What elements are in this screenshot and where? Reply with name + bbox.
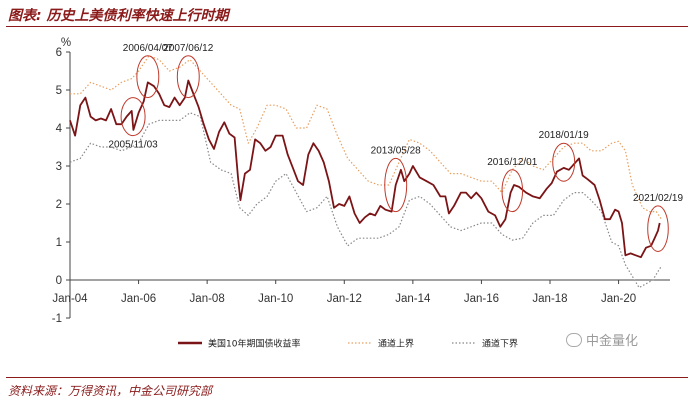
y-tick-label: -1 bbox=[52, 313, 62, 325]
highlight-circle bbox=[647, 205, 669, 252]
annotation-label: 2007/06/12 bbox=[163, 43, 213, 54]
y-tick-label: 1 bbox=[56, 237, 62, 249]
y-tick-label: 3 bbox=[56, 161, 62, 173]
annotation-label: 2018/01/19 bbox=[539, 130, 589, 141]
highlight-circle bbox=[176, 55, 200, 99]
us10y-yield-line bbox=[69, 79, 661, 259]
y-tick-label: 5 bbox=[56, 85, 62, 97]
y-tick-label: 0 bbox=[56, 275, 62, 287]
annotation-label: 2013/05/28 bbox=[371, 145, 421, 156]
x-tick-label: Jan-16 bbox=[464, 293, 499, 305]
legend-label: 通道上界 bbox=[378, 338, 414, 350]
y-tick-label: 6 bbox=[56, 47, 62, 59]
watermark-text: 中金量化 bbox=[586, 334, 639, 349]
highlight-circle bbox=[552, 142, 576, 182]
source-note: 资料来源：万得资讯，中金公司研究部 bbox=[8, 384, 213, 398]
wechat-icon bbox=[566, 333, 582, 347]
x-tick-label: Jan-20 bbox=[601, 293, 636, 305]
y-axis-unit: % bbox=[61, 37, 71, 49]
x-tick-label: Jan-08 bbox=[190, 293, 225, 305]
chart-axes: -1 0 1 2 3 4 5 6% Jan-04 Jan-06 Jan-08 Jan-10 Jan-12… bbox=[52, 37, 670, 325]
chart-lines bbox=[69, 55, 662, 289]
channel-lower-line bbox=[69, 112, 662, 289]
title-rule bbox=[6, 26, 688, 27]
annotation-label: 2005/11/03 bbox=[108, 140, 158, 151]
x-tick-label: Jan-14 bbox=[395, 293, 431, 305]
x-tick-label: Jan-04 bbox=[52, 293, 88, 305]
y-tick-label: 2 bbox=[56, 199, 62, 211]
footer-rule bbox=[6, 377, 688, 378]
highlight-circle bbox=[120, 97, 146, 137]
highlight-circle bbox=[384, 157, 408, 213]
figure-title: 图表: 历史上美债利率快速上行时期 bbox=[8, 8, 229, 24]
highlight-circle bbox=[136, 55, 160, 99]
x-tick-label: Jan-18 bbox=[532, 293, 567, 305]
legend-label: 通道下界 bbox=[482, 338, 518, 350]
legend-label: 美国10年期国债收益率 bbox=[208, 338, 300, 350]
x-tick-label: Jan-10 bbox=[258, 293, 293, 305]
annotation-label: 2016/12/01 bbox=[487, 157, 537, 168]
x-tick-label: Jan-06 bbox=[121, 293, 156, 305]
watermark: 中金量化 bbox=[566, 330, 638, 349]
channel-upper-line bbox=[70, 55, 662, 220]
x-tick-label: Jan-12 bbox=[327, 293, 362, 305]
y-tick-label: 4 bbox=[56, 123, 63, 135]
highlight-circle bbox=[501, 169, 524, 213]
annotation-label: 2006/04/07 bbox=[123, 43, 173, 54]
chart-legend: 美国10年期国债收益率 通道上界 通道下界 bbox=[178, 338, 518, 350]
annotation-label: 2021/02/19 bbox=[633, 193, 683, 204]
